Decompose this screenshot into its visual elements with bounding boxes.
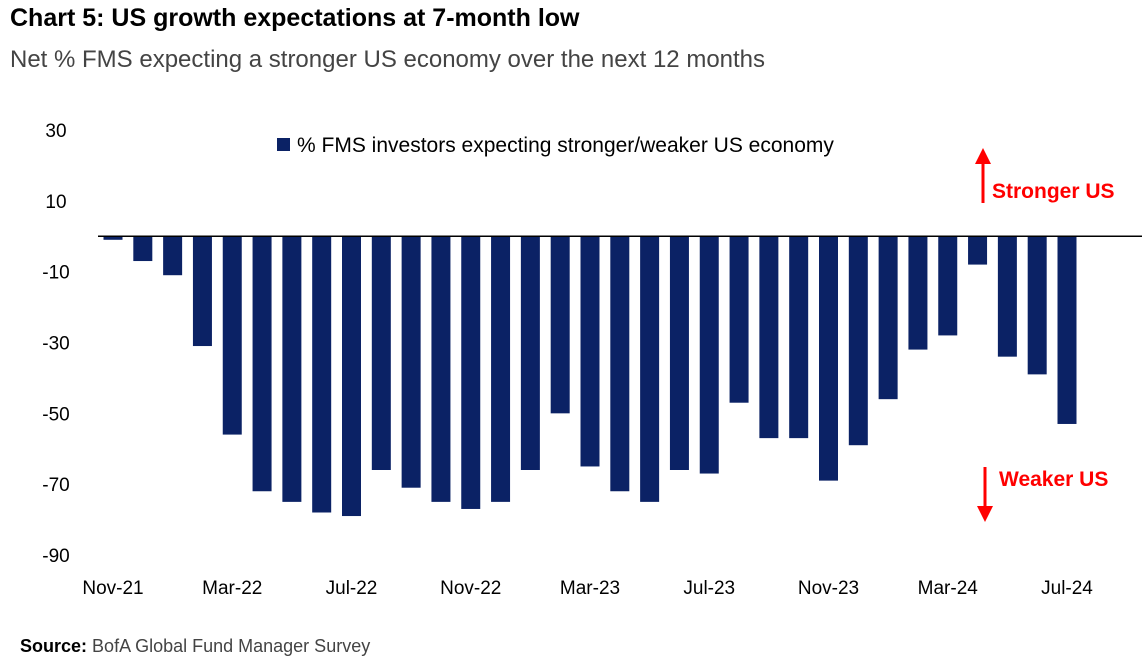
x-tick-label: Nov-21	[82, 578, 143, 599]
bar-Apr-23	[610, 236, 630, 492]
bar-series	[103, 236, 1077, 517]
bar-Feb-23	[550, 236, 570, 414]
bar-Feb-22	[192, 236, 212, 347]
source-note: Source: BofA Global Fund Manager Survey	[20, 636, 370, 657]
bar-Jun-24	[1027, 236, 1047, 375]
x-tick-label: Mar-24	[918, 578, 979, 599]
bar-Dec-21	[133, 236, 153, 262]
y-tick-label: 30	[45, 121, 66, 142]
bar-May-24	[997, 236, 1017, 357]
y-axis: 30 10 -10 -30 -50 -70 -90	[42, 121, 69, 567]
bar-Sep-23	[759, 236, 779, 439]
bar-Feb-24	[908, 236, 928, 350]
bar-Sep-22	[401, 236, 421, 488]
bar-Nov-23	[819, 236, 838, 481]
down-arrowhead-icon	[977, 506, 993, 522]
source-text: BofA Global Fund Manager Survey	[92, 636, 371, 656]
bar-Jul-24	[1057, 236, 1077, 424]
bar-Dec-22	[491, 236, 511, 502]
bar-Jul-22	[342, 236, 361, 517]
x-axis: Nov-21 Mar-22 Jul-22 Nov-22 Mar-23 Jul-23 Nov-…	[82, 578, 1093, 599]
source-label: Source:	[20, 636, 88, 656]
x-tick-label: Jul-24	[1041, 578, 1093, 599]
bar-Nov-22	[461, 236, 481, 509]
up-arrowhead-icon	[975, 148, 991, 164]
weaker-annotation: Weaker US	[977, 467, 1108, 522]
y-tick-label: -70	[42, 475, 69, 496]
legend: % FMS investors expecting stronger/weake…	[277, 134, 834, 157]
x-tick-label: Jul-23	[683, 578, 735, 599]
bar-Nov-21	[103, 236, 123, 240]
x-tick-label: Nov-23	[798, 578, 859, 599]
bar-Jan-22	[163, 236, 183, 276]
y-tick-label: -10	[42, 263, 69, 284]
x-tick-label: Mar-23	[560, 578, 620, 599]
y-tick-label: -30	[42, 334, 69, 355]
bar-Jun-22	[312, 236, 332, 513]
weaker-us-label: Weaker US	[999, 468, 1108, 491]
bar-Jun-23	[669, 236, 689, 470]
chart-subtitle: Net % FMS expecting a stronger US econom…	[10, 46, 766, 73]
x-tick-label: Jul-22	[326, 578, 378, 599]
bar-Dec-23	[848, 236, 868, 446]
legend-label: % FMS investors expecting stronger/weake…	[297, 134, 834, 157]
bar-Jul-23	[699, 236, 719, 474]
stronger-annotation: Stronger US	[975, 148, 1115, 203]
bar-Apr-22	[252, 236, 272, 492]
y-tick-label: -90	[42, 546, 69, 567]
bar-Jan-24	[878, 236, 898, 400]
bar-Apr-24	[968, 236, 988, 265]
y-tick-label: 10	[45, 192, 66, 213]
bar-May-22	[282, 236, 302, 502]
bar-Mar-23	[580, 236, 600, 467]
bar-Jan-23	[520, 236, 540, 470]
bar-Oct-22	[431, 236, 451, 502]
bar-Mar-22	[222, 236, 242, 435]
bar-Aug-23	[729, 236, 749, 403]
bar-Oct-23	[789, 236, 809, 439]
y-tick-label: -50	[42, 404, 69, 425]
legend-swatch	[277, 138, 290, 151]
stronger-us-label: Stronger US	[992, 180, 1115, 203]
bar-Mar-24	[938, 236, 958, 336]
bar-Aug-22	[371, 236, 391, 470]
chart-title: Chart 5: US growth expectations at 7-mon…	[10, 4, 580, 32]
bar-May-23	[640, 236, 660, 502]
x-tick-label: Mar-22	[202, 578, 262, 599]
x-tick-label: Nov-22	[440, 578, 501, 599]
